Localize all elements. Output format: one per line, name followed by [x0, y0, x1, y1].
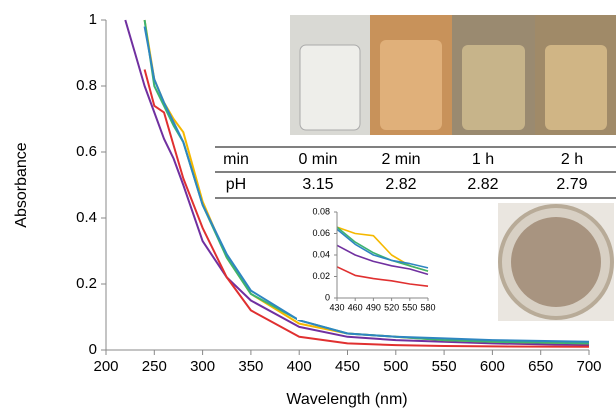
y-tick-label: 0.02: [312, 271, 330, 281]
series-line: [336, 266, 429, 287]
x-tick-label: 200: [93, 358, 118, 375]
y-tick-label: 0.08: [312, 206, 330, 216]
table-cell: min: [223, 151, 249, 168]
series-line: [143, 69, 590, 348]
table-cell: 2.82: [385, 176, 416, 193]
series-line: [143, 26, 590, 343]
x-tick-label: 460: [348, 303, 363, 313]
series-line: [143, 19, 590, 345]
table: [215, 146, 616, 199]
y-tick-label: 0.4: [76, 209, 97, 226]
x-tick-label: 500: [383, 358, 408, 375]
series-line: [336, 228, 429, 269]
x-tick-label: 400: [287, 358, 312, 375]
x-tick-label: 300: [190, 358, 215, 375]
inset-background: [297, 204, 440, 320]
y-tick-label: 0.04: [312, 249, 330, 259]
table-cell: 1 h: [472, 151, 494, 168]
vial: [299, 44, 361, 131]
vial: [545, 45, 607, 130]
x-tick-label: 250: [142, 358, 167, 375]
x-tick-label: 700: [576, 358, 601, 375]
table-cell: pH: [226, 176, 246, 193]
y-tick-label: 0: [89, 341, 97, 358]
x-tick-label: 550: [402, 303, 417, 313]
series-line: [124, 19, 590, 347]
y-tick-label: 0.6: [76, 143, 97, 160]
x-tick-label: 350: [238, 358, 263, 375]
x-tick-label: 550: [432, 358, 457, 375]
x-tick-label: 650: [528, 358, 553, 375]
table-cell: 2.82: [467, 176, 498, 193]
dish-sample: [511, 217, 601, 307]
y-tick-label: 1: [89, 11, 97, 28]
x-tick-label: 600: [480, 358, 505, 375]
y-axis-title: Absorbance: [13, 142, 30, 227]
x-axis-title: Wavelength (nm): [286, 391, 407, 408]
x-tick-label: 490: [366, 303, 381, 313]
table-cell: 2.79: [556, 176, 587, 193]
vial: [380, 40, 442, 130]
x-tick-label: 450: [335, 358, 360, 375]
photos: [290, 15, 616, 321]
table-cell: 3.15: [302, 176, 333, 193]
y-tick-label: 0.8: [76, 77, 97, 94]
table-cell: 2 h: [561, 151, 583, 168]
y-tick-label: 0: [325, 292, 330, 302]
vial: [462, 45, 525, 130]
y-tick-label: 0.2: [76, 275, 97, 292]
series-line: [336, 226, 429, 272]
table-cell: 0 min: [298, 151, 337, 168]
table-cell: 2 min: [381, 151, 420, 168]
y-tick-label: 0.06: [312, 228, 330, 238]
x-tick-label: 580: [420, 303, 435, 313]
series-line: [336, 244, 429, 276]
x-tick-label: 520: [384, 303, 399, 313]
x-tick-label: 430: [329, 303, 344, 313]
